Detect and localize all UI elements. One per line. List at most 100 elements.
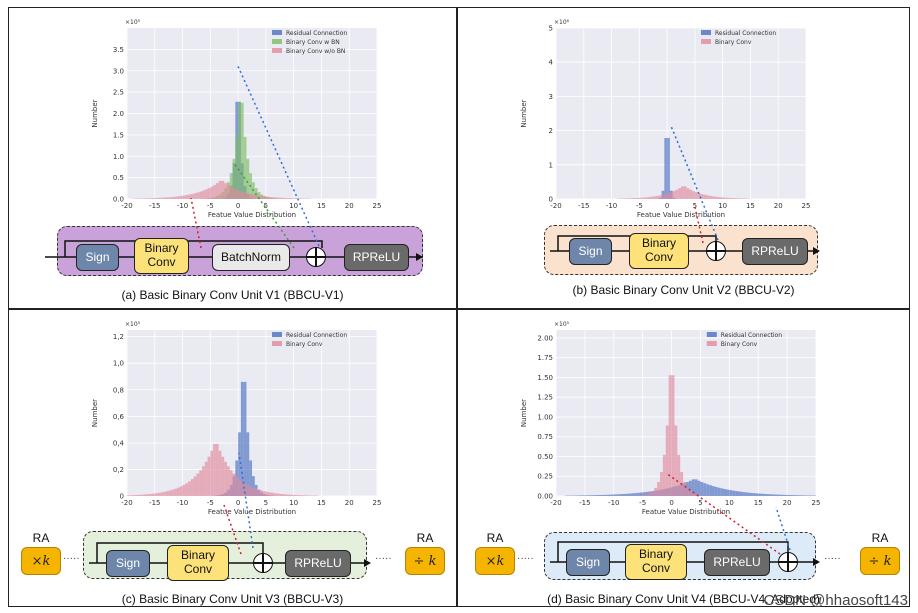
histogram-bar	[672, 191, 676, 199]
y-axis-label: Number	[91, 99, 99, 127]
histogram-bar	[160, 492, 164, 496]
histogram-bar	[686, 188, 690, 199]
histogram-bar	[616, 494, 620, 496]
histogram-bar	[235, 136, 239, 199]
legend-label: Binary Conv	[721, 341, 758, 348]
histogram-bar	[213, 443, 216, 496]
histogram-bar	[204, 189, 208, 199]
ra-divide-label: ÷ k	[413, 553, 437, 569]
histogram-bar	[708, 195, 712, 199]
histogram-bar	[238, 479, 241, 496]
x-tick-label: 5	[264, 499, 268, 507]
histogram-bar	[165, 491, 169, 496]
histogram-bar	[642, 197, 645, 199]
histogram-bar	[711, 196, 715, 199]
histogram-bar	[215, 183, 219, 199]
histogram-bar	[185, 483, 189, 496]
histogram-bar	[163, 491, 166, 496]
histogram-bar	[199, 470, 202, 496]
histogram-bar	[254, 488, 258, 496]
y-tick-label: 0	[549, 196, 553, 204]
legend-label: Residual Connection	[715, 30, 776, 37]
histogram-bar	[154, 493, 158, 496]
histogram-bar	[204, 461, 208, 496]
sign-label: Sign	[85, 249, 110, 264]
histogram-bar	[296, 495, 300, 496]
panel-c: -20 -15 -10 -5 0 5 10 15 20 25 0 0,2 0,4 0,6 0,8 1,0 1,2…	[8, 309, 457, 607]
histogram-bar	[132, 495, 136, 496]
histogram-bar	[140, 494, 144, 496]
x-tick-label: 25	[373, 202, 382, 210]
histogram-bar	[654, 487, 658, 496]
histogram-bar	[182, 195, 186, 199]
x-tick-label: -5	[636, 202, 643, 210]
histogram-bar	[174, 488, 177, 496]
histogram-bar	[232, 158, 236, 199]
histogram-bar	[717, 487, 721, 496]
histogram-bar	[662, 454, 666, 496]
x-tick-label: 15	[746, 202, 755, 210]
histogram-bar	[769, 494, 773, 496]
histogram-bar	[639, 495, 643, 496]
histogram-bar	[193, 193, 197, 199]
histogram-bar	[677, 454, 681, 496]
histogram-bar	[215, 443, 219, 496]
residual-add-icon	[778, 552, 798, 572]
histogram-bar	[146, 198, 150, 199]
histogram-bar	[127, 495, 130, 496]
histogram-bar	[729, 490, 733, 496]
binary-conv-block: Binary Conv	[134, 238, 189, 274]
histogram-bar	[736, 198, 740, 199]
histogram-bar	[299, 495, 302, 496]
histogram-bar	[720, 488, 724, 496]
histogram-bar	[728, 197, 731, 199]
binary-conv-label-line1: Binary	[638, 547, 673, 562]
histogram-bar	[221, 456, 225, 496]
x-tick-label: 0	[665, 202, 669, 210]
histogram-bar	[129, 495, 133, 496]
histogram-bar	[746, 492, 750, 496]
histogram-bar	[190, 193, 194, 199]
ra-multiply-box: ×k	[475, 547, 515, 575]
legend-label: Binary Conv w/o BN	[286, 48, 345, 55]
histogram-bar	[613, 494, 617, 496]
histogram-bar	[252, 476, 255, 496]
histogram-bar	[726, 489, 730, 496]
histogram-bar	[668, 375, 672, 496]
histogram-bar	[207, 456, 211, 496]
histogram-bar	[706, 195, 709, 199]
x-tick-label: 10	[289, 499, 298, 507]
histogram-bar	[725, 197, 729, 199]
y-tick-label: 1.50	[537, 374, 553, 382]
caption-b: (b) Basic Binary Conv Unit V2 (BBCU-V2)	[572, 283, 795, 297]
histogram-bar	[252, 194, 255, 199]
histogram-bar	[625, 198, 629, 199]
binary-conv-label-line2: Conv	[147, 255, 176, 269]
histogram-bar	[138, 494, 141, 496]
x-axis-label: Featue Value Distribution	[642, 508, 730, 516]
histogram-bar	[257, 489, 261, 496]
rprelu-label: RPReLU	[751, 243, 799, 258]
histogram-bar	[661, 194, 665, 199]
y-axis-label: Number	[91, 399, 99, 427]
histogram-bar	[671, 375, 675, 496]
histogram-bar	[290, 494, 294, 496]
rprelu-block: RPReLU	[704, 549, 770, 576]
legend-swatch	[272, 332, 282, 337]
legend-swatch	[272, 48, 282, 53]
histogram-bar	[683, 186, 687, 199]
histogram-bar	[688, 480, 692, 496]
histogram-bar	[290, 198, 294, 199]
y-tick-label: 1,2	[113, 333, 124, 341]
y-tick-label: 4	[549, 59, 554, 67]
histogram-bar	[177, 196, 180, 199]
histogram-bar	[700, 194, 704, 199]
histogram-bar	[210, 186, 214, 199]
histogram-bar	[246, 193, 250, 199]
ra-divide-box: ÷ k	[405, 547, 445, 575]
histogram-bar	[628, 493, 632, 496]
histogram-bar	[171, 489, 175, 496]
histogram-bar	[576, 495, 580, 496]
histogram-bar	[653, 196, 656, 199]
histogram-bar	[694, 494, 698, 496]
